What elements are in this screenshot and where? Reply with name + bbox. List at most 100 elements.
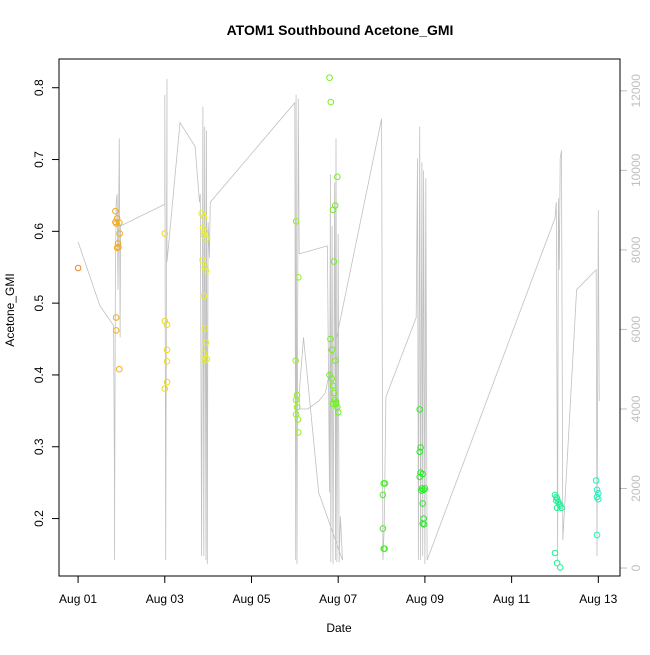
data-point (556, 500, 563, 508)
data-point (161, 317, 169, 325)
y2-tick-label: 10000 (629, 153, 643, 187)
data-point (330, 389, 338, 397)
y2-tick-label: 12000 (629, 74, 643, 108)
data-point (417, 444, 424, 451)
data-point (593, 486, 601, 494)
x-tick-label: Aug 13 (579, 592, 617, 606)
data-point (163, 346, 171, 354)
y2-tick-label: 0 (629, 564, 643, 571)
data-point (332, 398, 340, 406)
data-point (292, 396, 300, 404)
data-point (201, 357, 209, 364)
data-point (203, 355, 211, 363)
data-point (163, 321, 171, 329)
y2-tick-label: 8000 (629, 236, 643, 263)
data-point (329, 206, 337, 214)
data-point (556, 564, 564, 571)
data-point (553, 559, 561, 567)
data-point (112, 314, 120, 321)
data-point (112, 207, 119, 215)
data-point (381, 480, 389, 487)
data-point (326, 74, 333, 81)
data-point (329, 382, 337, 390)
data-point (201, 228, 208, 235)
data-point (116, 219, 123, 226)
data-point (116, 365, 123, 373)
axes: Aug 01 Aug 03 Aug 05 Aug 07 Aug 09 Aug 11 Aug … (32, 74, 643, 606)
x-tick-label: Aug 07 (319, 592, 357, 606)
data-point (202, 267, 210, 275)
data-point (379, 491, 387, 499)
y-tick-label: 0.4 (32, 366, 46, 383)
y-tick-label: 0.5 (32, 294, 46, 311)
data-point (330, 258, 338, 265)
data-point (115, 243, 122, 251)
y-axis-label: Acetone_GMI (3, 273, 17, 346)
data-point (595, 495, 602, 503)
data-point (416, 448, 424, 456)
x-tick-label: Aug 05 (232, 592, 270, 606)
data-point (295, 429, 302, 436)
y-tick-label: 0.8 (32, 79, 46, 96)
data-point (592, 477, 600, 484)
data-point (334, 173, 341, 181)
data-point (292, 357, 300, 364)
y2-tick-label: 6000 (629, 316, 643, 343)
data-point (294, 416, 302, 423)
data-point (418, 487, 425, 494)
data-point (202, 339, 210, 346)
data-point (163, 378, 171, 386)
data-point (161, 230, 169, 237)
data-point (381, 545, 388, 553)
data-point (328, 375, 336, 382)
chart-title: ATOM1 Southbound Acetone_GMI (227, 22, 454, 38)
y-tick-label: 0.2 (32, 510, 46, 527)
data-point (379, 525, 387, 532)
data-point (199, 224, 207, 231)
data-point (112, 327, 120, 334)
x-tick-label: Aug 11 (493, 592, 530, 606)
data-point (416, 473, 424, 481)
data-point (593, 531, 601, 539)
data-point (200, 350, 208, 357)
data-point (161, 385, 169, 392)
acetone-points (74, 74, 602, 571)
data-point (292, 218, 300, 225)
data-point (199, 256, 206, 264)
y2-tick-label: 4000 (629, 395, 643, 422)
data-point (201, 325, 208, 332)
data-point (114, 240, 122, 247)
data-point (198, 210, 205, 217)
y-tick-label: 0.7 (32, 151, 46, 168)
x-tick-label: Aug 01 (59, 592, 97, 606)
data-point (327, 335, 334, 343)
data-point (201, 263, 208, 271)
data-point (419, 500, 427, 507)
data-point (331, 357, 339, 364)
data-point (74, 264, 82, 272)
data-point (334, 409, 342, 416)
data-point (202, 235, 210, 242)
data-point (558, 504, 565, 512)
y2-tick-label: 2000 (629, 475, 643, 502)
altitude-series (77, 78, 600, 565)
data-point (293, 404, 301, 411)
data-point (551, 549, 559, 557)
y-tick-label: 0.6 (32, 223, 46, 240)
x-tick-label: Aug 03 (146, 592, 184, 606)
altitude-line (77, 78, 600, 565)
data-point (200, 213, 208, 221)
data-point (326, 371, 333, 379)
x-tick-label: Aug 09 (406, 592, 444, 606)
data-point (420, 521, 428, 528)
data-point (163, 358, 171, 365)
data-point (328, 346, 336, 354)
plot-frame (58, 58, 621, 577)
x-axis-label: Date (326, 621, 352, 635)
data-point (200, 231, 208, 239)
data-point (416, 406, 424, 413)
data-point (116, 230, 123, 237)
data-point (421, 485, 429, 492)
